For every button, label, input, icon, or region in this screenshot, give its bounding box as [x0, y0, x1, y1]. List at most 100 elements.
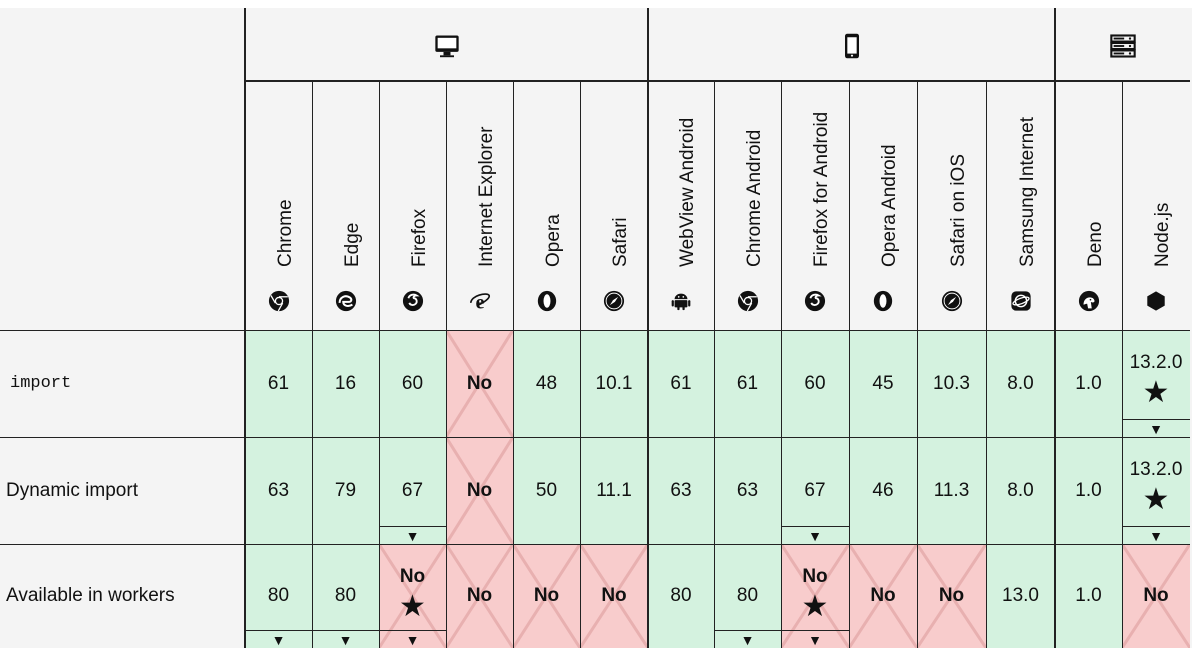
expand-toggle[interactable]: ▼ — [714, 630, 781, 648]
expand-toggle[interactable]: ▼ — [1122, 419, 1190, 437]
version-label: 13.0 — [1002, 585, 1039, 606]
column-header-edge: Edge — [312, 82, 379, 328]
support-cell: 10.3 — [917, 330, 986, 437]
group-header-bottom — [245, 80, 1190, 82]
caret-down-icon: ▼ — [1149, 527, 1163, 544]
column-border — [986, 80, 987, 648]
unsupported-cross — [849, 544, 917, 648]
browser-name: Edge — [341, 222, 363, 267]
support-cell: 46 — [849, 437, 917, 544]
browser-name: Safari — [610, 217, 631, 267]
caret-down-icon: ▼ — [740, 631, 755, 648]
version-label: No — [466, 585, 493, 606]
column-header-chrome: Chrome — [245, 82, 312, 328]
version-label: 67 — [804, 479, 826, 501]
version-label: No — [802, 566, 828, 587]
support-cell: 48 — [513, 330, 580, 437]
support-cell[interactable]: 80 ▼ — [714, 544, 781, 648]
support-cell: 45 — [849, 330, 917, 437]
support-cell[interactable]: 80 ▼ — [245, 544, 312, 648]
version-label: 8.0 — [1007, 372, 1034, 394]
support-cell[interactable]: No ★ ▼ — [781, 544, 849, 648]
android-icon — [670, 290, 692, 312]
expand-toggle[interactable]: ▼ — [379, 630, 446, 648]
support-cell: No — [446, 330, 513, 437]
opera-icon — [872, 290, 894, 312]
expand-toggle[interactable]: ▼ — [379, 526, 446, 544]
column-border — [312, 80, 313, 648]
column-border — [849, 80, 850, 648]
version-label: 67 — [401, 479, 424, 501]
header-bottom-border — [0, 330, 1190, 331]
version-label: No — [466, 372, 493, 394]
support-cell[interactable]: 67 ▼ — [379, 437, 446, 544]
column-header-firefox-for-android: Firefox for Android — [781, 82, 849, 328]
column-header-safari-on-ios: Safari on iOS — [917, 82, 986, 328]
version-label: 46 — [872, 479, 894, 501]
browser-name: Firefox for Android — [811, 111, 832, 267]
version-label: 1.0 — [1075, 372, 1102, 394]
expand-toggle[interactable]: ▼ — [245, 630, 312, 648]
caret-down-icon: ▼ — [808, 527, 822, 544]
support-cell: 10.1 — [580, 330, 648, 437]
support-cell: 60 — [379, 330, 446, 437]
firefox-icon — [402, 290, 424, 312]
support-cell: 60 — [781, 330, 849, 437]
caret-down-icon: ▼ — [338, 631, 353, 648]
version-label: 11.1 — [596, 479, 632, 501]
column-border — [446, 80, 447, 648]
browser-name: Opera Android — [879, 144, 900, 267]
header-divider — [244, 8, 246, 648]
support-cell: 11.1 — [580, 437, 648, 544]
support-cell: 11.3 — [917, 437, 986, 544]
support-cell[interactable]: 13.2.0 ★ ▼ — [1122, 437, 1190, 544]
column-border — [1122, 80, 1123, 648]
version-label: No — [399, 566, 426, 587]
expand-toggle[interactable]: ▼ — [781, 630, 849, 648]
expand-toggle[interactable]: ▼ — [781, 526, 849, 544]
feature-name: Available in workers — [6, 585, 175, 606]
note-star-icon: ★ — [399, 590, 426, 623]
version-label: 13.2.0 — [1129, 459, 1183, 480]
support-cell[interactable]: 13.2.0 ★ ▼ — [1122, 330, 1190, 437]
column-header-deno: Deno — [1055, 82, 1122, 328]
column-header-opera: Opera — [513, 82, 580, 328]
caret-down-icon: ▼ — [271, 631, 286, 648]
support-cell: 8.0 — [986, 437, 1055, 544]
ie-icon: e — [469, 290, 491, 312]
version-label: 63 — [736, 479, 759, 501]
support-cell[interactable]: 80 ▼ — [312, 544, 379, 648]
browser-name: Safari on iOS — [947, 154, 969, 267]
group-divider-mobile — [647, 8, 649, 648]
version-label: No — [466, 479, 493, 501]
support-cell: No — [513, 544, 580, 648]
browser-name: Internet Explorer — [475, 126, 497, 267]
row-border — [0, 544, 1190, 545]
support-cell[interactable]: 67 ▼ — [781, 437, 849, 544]
support-cell: 50 — [513, 437, 580, 544]
support-cell: 13.0 — [986, 544, 1055, 648]
unsupported-cross — [513, 544, 580, 648]
nodejs-icon — [1145, 290, 1167, 312]
support-cell: 1.0 — [1055, 544, 1122, 648]
column-border — [781, 80, 782, 648]
note-star-icon: ★ — [1142, 483, 1170, 516]
support-cell[interactable]: No ★ ▼ — [379, 544, 446, 648]
browser-name: Samsung Internet — [1016, 117, 1038, 267]
safari-icon — [941, 290, 963, 312]
row-border — [0, 437, 1190, 438]
version-label: 61 — [267, 372, 290, 394]
expand-toggle[interactable]: ▼ — [312, 630, 379, 648]
version-label: No — [533, 585, 560, 606]
version-label: 1.0 — [1075, 585, 1102, 606]
version-label: 45 — [872, 372, 894, 394]
version-label: 1.0 — [1075, 479, 1102, 501]
expand-toggle[interactable]: ▼ — [1122, 526, 1190, 544]
support-cell: 63 — [245, 437, 312, 544]
column-header-internet-explorer: Internet Explorer e — [446, 82, 513, 328]
safari-icon — [603, 290, 625, 312]
samsung-icon — [1010, 290, 1032, 312]
unsupported-cross — [446, 330, 513, 437]
support-cell: No — [446, 544, 513, 648]
version-label: 48 — [535, 372, 558, 394]
